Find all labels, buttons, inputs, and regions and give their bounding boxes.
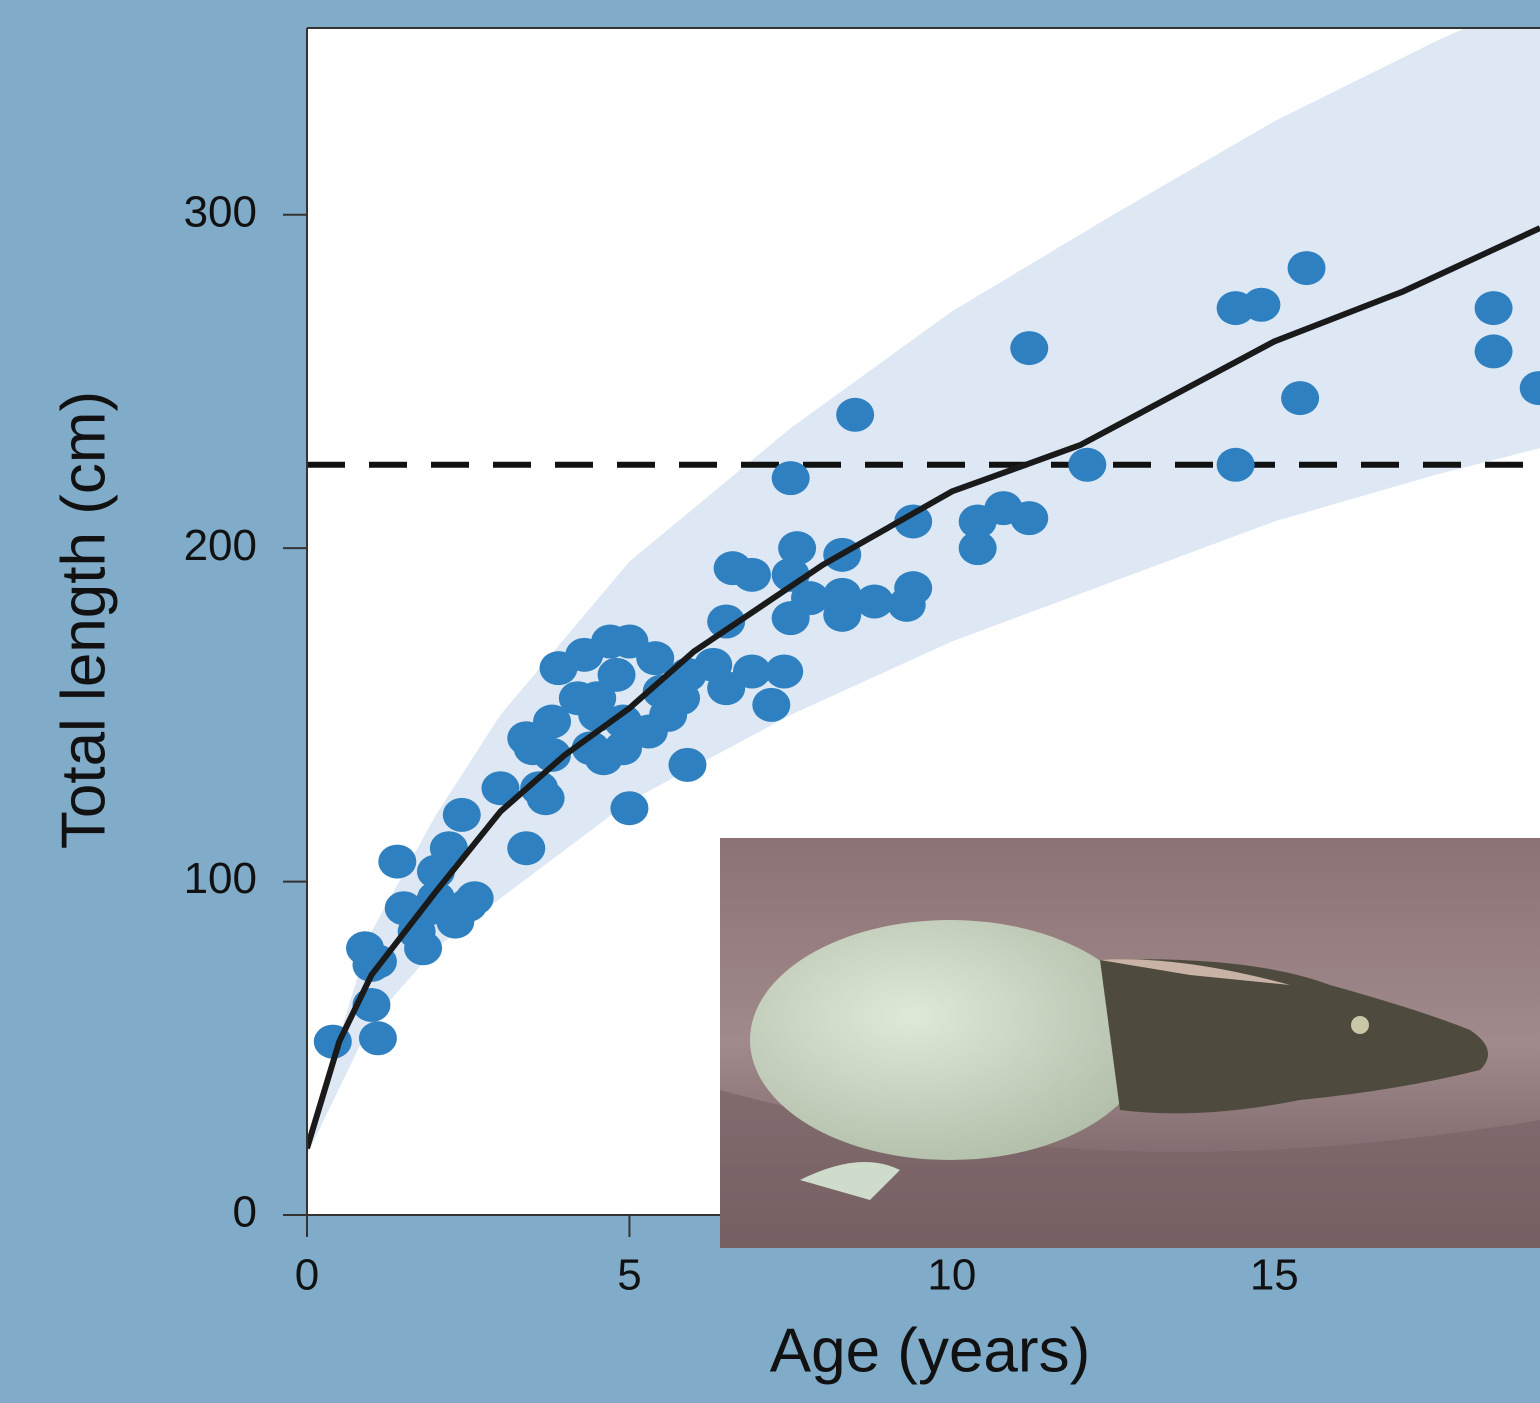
y-tick-label: 0: [233, 1188, 257, 1237]
point: [1010, 331, 1049, 366]
x-tick-label: 5: [617, 1251, 641, 1300]
point: [668, 747, 707, 782]
point: [442, 797, 481, 832]
point: [958, 531, 997, 566]
x-axis-title: Age (years): [770, 1316, 1090, 1385]
y-axis-title: Total length (cm): [49, 391, 118, 849]
point: [771, 461, 810, 496]
point: [752, 687, 791, 722]
point: [732, 557, 771, 592]
point: [455, 881, 494, 916]
y-tick-label: 100: [184, 854, 257, 903]
point: [1519, 371, 1540, 406]
point: [533, 704, 572, 739]
point: [1287, 251, 1326, 286]
point: [1068, 447, 1107, 482]
point: [894, 504, 933, 539]
point: [1242, 287, 1281, 322]
point: [429, 831, 468, 866]
point: [481, 771, 520, 806]
point: [778, 531, 817, 566]
point: [358, 1021, 397, 1056]
point: [610, 791, 649, 826]
point: [894, 571, 933, 606]
point: [533, 737, 572, 772]
fit-curve: [307, 225, 1540, 1150]
point: [526, 781, 565, 816]
point: [404, 931, 443, 966]
point: [578, 681, 617, 716]
point: [1010, 501, 1049, 536]
point: [1474, 334, 1513, 369]
point: [732, 654, 771, 689]
x-tick-label: 0: [295, 1251, 319, 1300]
point: [836, 397, 875, 432]
point: [597, 657, 636, 692]
plot-content: [307, 28, 1540, 1155]
point: [707, 604, 746, 639]
point: [1281, 381, 1320, 416]
inset-photo: [720, 838, 1540, 1248]
point: [791, 581, 830, 616]
point: [1474, 291, 1513, 326]
point: [378, 844, 417, 879]
y-tick-label: 300: [184, 187, 257, 236]
point: [765, 654, 804, 689]
point: [636, 641, 675, 676]
point: [855, 584, 894, 619]
plot: [307, 28, 1540, 1155]
x-tick-label: 15: [1250, 1251, 1299, 1300]
ticks: 0 100 200 300 0 5 10 15: [184, 187, 1299, 1299]
point: [1216, 447, 1255, 482]
point: [823, 577, 862, 612]
point: [507, 831, 546, 866]
x-tick-label: 10: [927, 1251, 976, 1300]
y-tick-label: 200: [184, 521, 257, 570]
